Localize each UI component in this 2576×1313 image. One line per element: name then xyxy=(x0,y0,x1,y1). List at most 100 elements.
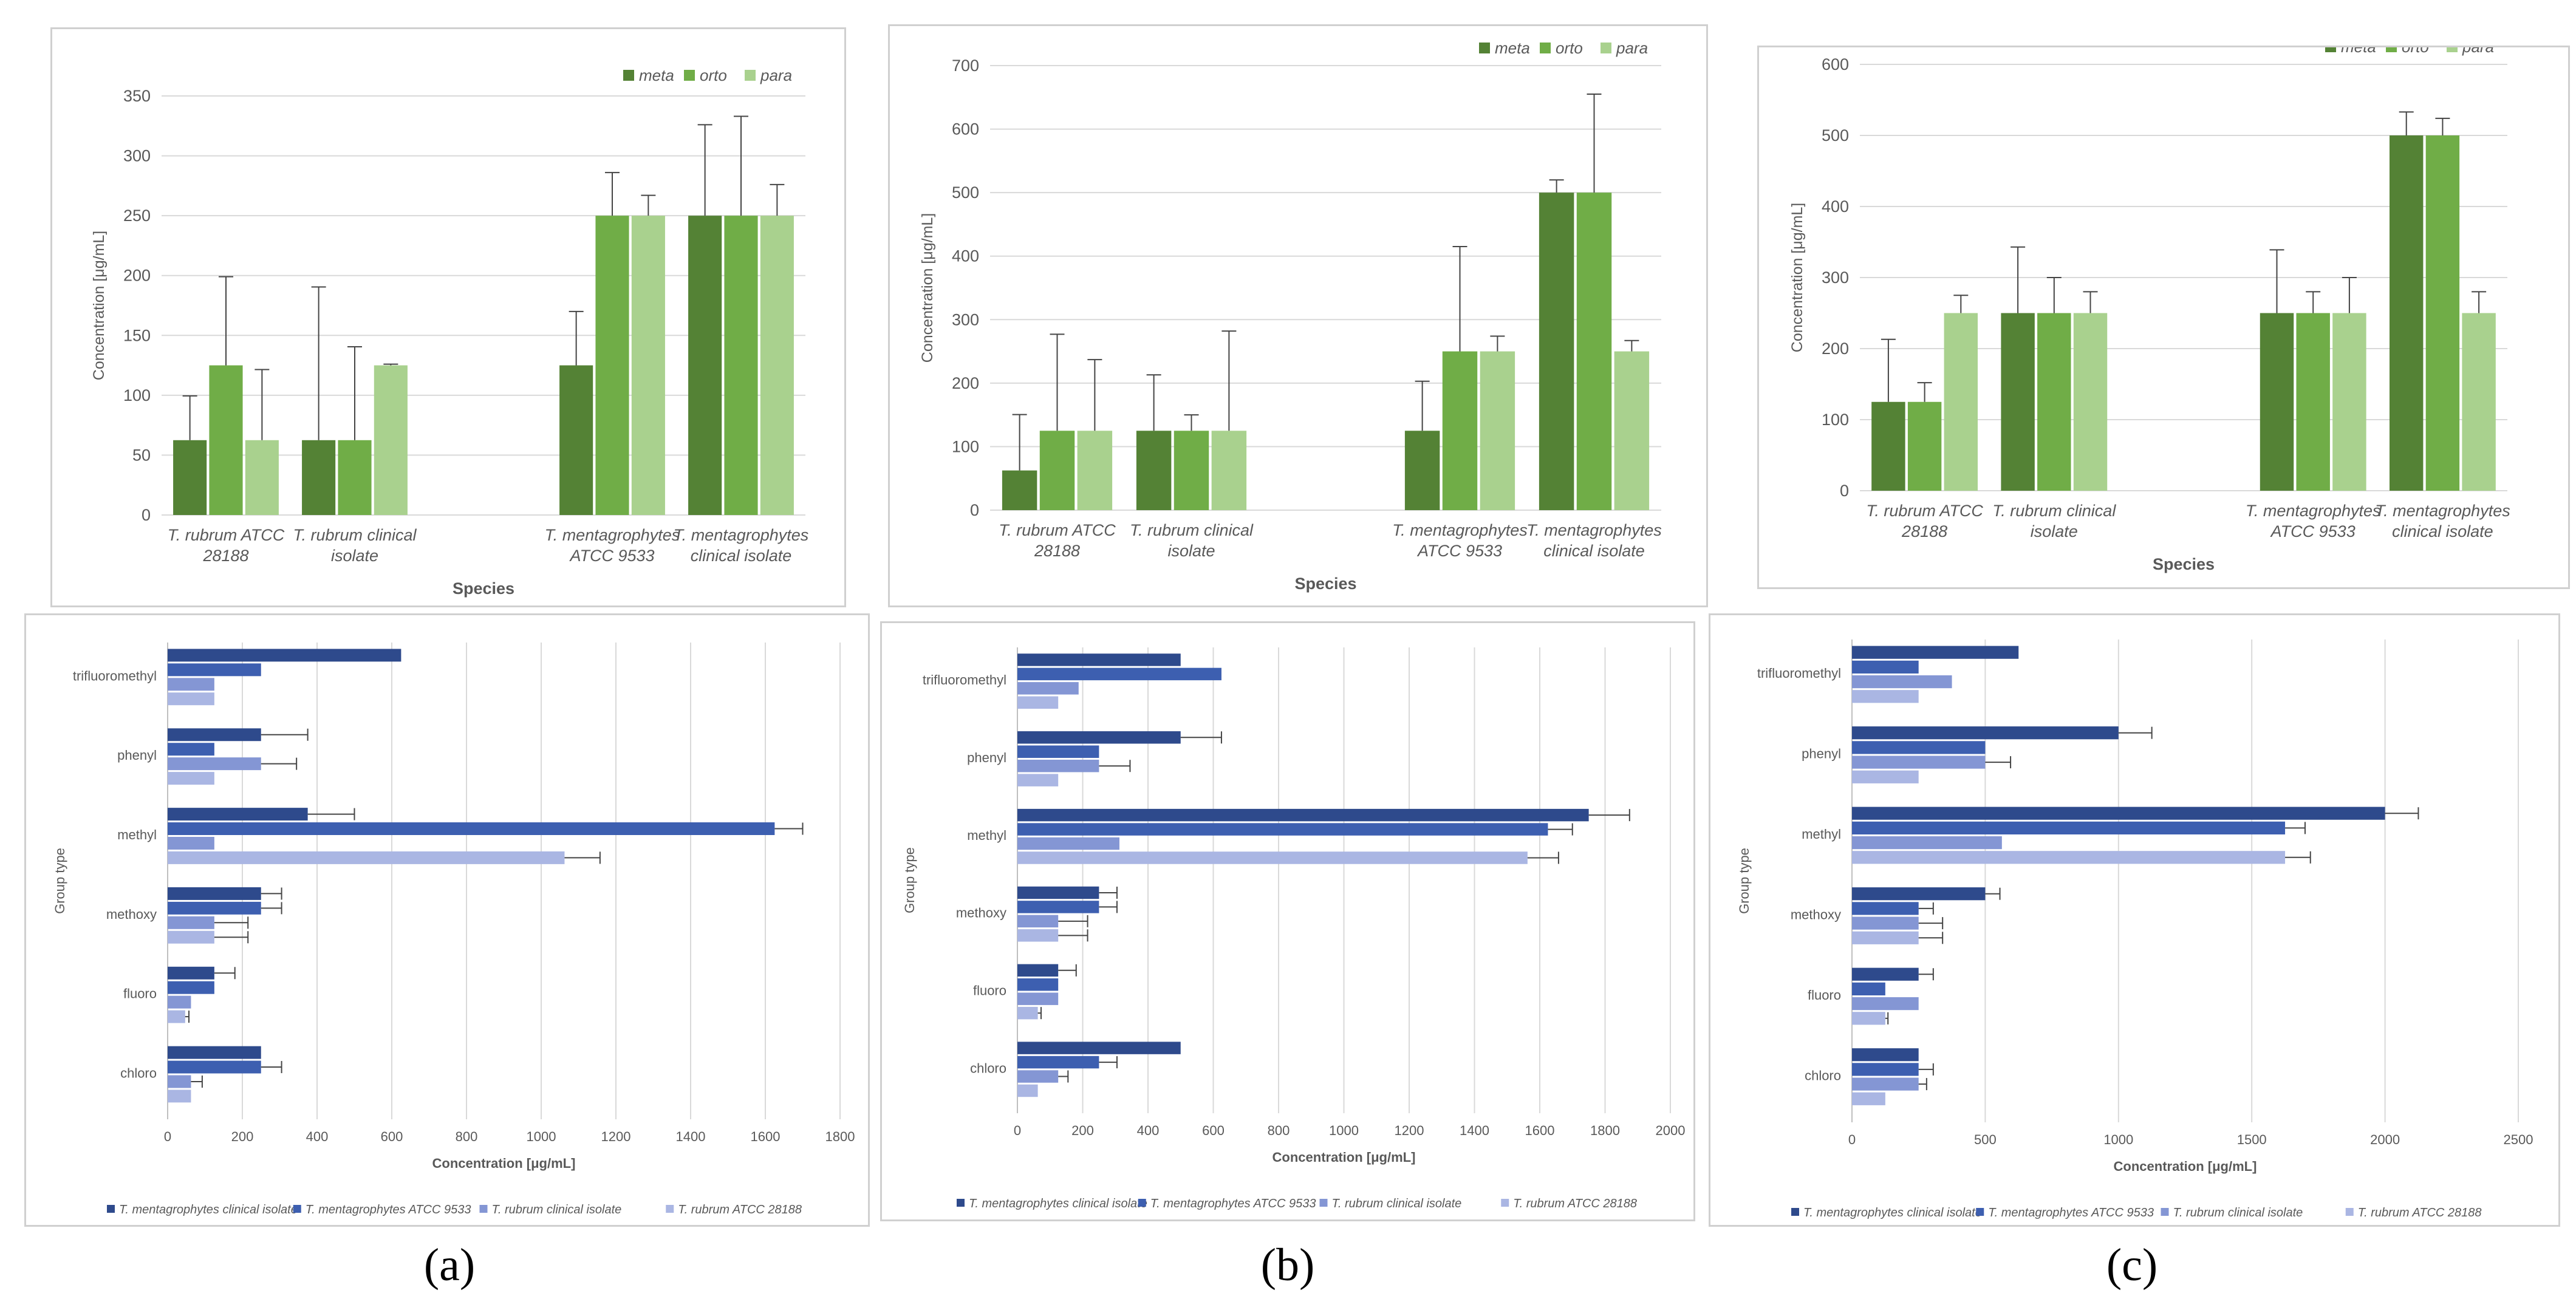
bar-orto xyxy=(1039,431,1075,510)
legend-swatch xyxy=(1791,1208,1799,1216)
x-tick-label: 400 xyxy=(1137,1123,1160,1138)
y-axis-title: Concentration [μg/mL] xyxy=(91,231,108,380)
y-category-label: trifluoromethyl xyxy=(1757,666,1841,681)
bar-meta xyxy=(302,440,336,515)
x-category-label: isolate xyxy=(331,547,378,565)
bar-meta xyxy=(1136,431,1172,510)
bar-series-3 xyxy=(1017,1084,1038,1097)
bar-orto xyxy=(2425,135,2460,491)
legend-swatch xyxy=(293,1205,301,1213)
panel-label-b: (b) xyxy=(1260,1240,1315,1291)
legend-label: T. rubrum ATCC 28188 xyxy=(1513,1197,1637,1210)
legend-label: T. rubrum clinical isolate xyxy=(492,1203,622,1216)
x-category-label: T. mentagrophytes xyxy=(674,526,809,544)
bar-para xyxy=(2332,313,2366,491)
chart-panel-c-bottom: 0 500 1000 1500 2000 2500 trifluoromethyl pheny… xyxy=(1709,613,2560,1227)
bar-series-1 xyxy=(168,1060,261,1074)
y-category-label: methoxy xyxy=(1791,907,1841,923)
y-tick-label: 100 xyxy=(1822,411,1849,429)
bar-series-2 xyxy=(1017,837,1119,850)
x-tick-label: 800 xyxy=(1268,1123,1290,1138)
bar-series-3 xyxy=(168,772,214,785)
legend-label: orto xyxy=(1556,39,1583,57)
bar-series-1 xyxy=(168,901,261,915)
bar-series-0 xyxy=(168,966,214,980)
x-category-label: 28188 xyxy=(202,547,248,565)
legend-label: T. rubrum ATCC 28188 xyxy=(678,1203,802,1216)
x-category-label: isolate xyxy=(2031,522,2078,541)
y-category-label: methoxy xyxy=(956,905,1006,921)
y-tick-label: 500 xyxy=(952,183,979,202)
bar-orto xyxy=(1576,193,1612,511)
x-tick-label: 0 xyxy=(164,1129,171,1144)
bar-series-0 xyxy=(1017,964,1059,977)
bar-orto xyxy=(724,216,758,515)
bar-series-0 xyxy=(1017,653,1181,666)
bar-series-2 xyxy=(1852,755,1986,769)
y-tick-label: 200 xyxy=(1822,339,1849,358)
bar-orto xyxy=(595,216,629,515)
y-tick-label: 600 xyxy=(1822,55,1849,73)
bar-series-1 xyxy=(1017,667,1221,681)
bar-series-3 xyxy=(1017,1006,1038,1020)
x-tick-label: 1200 xyxy=(601,1129,631,1144)
x-axis-title: Concentration [μg/mL] xyxy=(1273,1150,1416,1165)
x-tick-label: 600 xyxy=(1202,1123,1225,1138)
bar-series-1 xyxy=(1852,902,1919,915)
x-tick-label: 1000 xyxy=(527,1129,556,1144)
y-tick-label: 400 xyxy=(1822,197,1849,216)
x-tick-label: 0 xyxy=(1014,1123,1021,1138)
legend-swatch xyxy=(1319,1199,1328,1207)
bar-series-0 xyxy=(1852,726,2119,740)
y-category-label: phenyl xyxy=(117,748,157,763)
chart-a-bottom: 0 200 400 600 800 1000 1200 1400 1600 1800 trifluo… xyxy=(52,643,855,1216)
bar-meta xyxy=(2389,135,2424,491)
x-category-label: T. mentagrophytes xyxy=(2246,502,2381,520)
bar-series-1 xyxy=(1852,1063,1919,1076)
bar-series-1 xyxy=(1852,741,1986,754)
legend-label: orto xyxy=(2402,47,2429,56)
x-category-label: T. mentagrophytes xyxy=(2375,502,2510,520)
y-axis-title: Group type xyxy=(52,848,67,914)
bar-series-0 xyxy=(1852,1048,1919,1062)
x-axis-title: Concentration [μg/mL] xyxy=(432,1156,576,1171)
bar-series-2 xyxy=(168,678,214,691)
bar-series-2 xyxy=(1017,915,1059,928)
bar-series-3 xyxy=(1852,931,1919,944)
panel-label-a: (a) xyxy=(423,1240,476,1291)
bar-series-2 xyxy=(168,916,214,929)
x-tick-label: 200 xyxy=(1071,1123,1094,1138)
y-tick-label: 600 xyxy=(952,120,979,138)
x-tick-label: 0 xyxy=(1848,1132,1856,1147)
legend-label: T. mentagrophytes ATCC 9533 xyxy=(1150,1197,1316,1210)
bar-orto xyxy=(338,440,372,515)
bar-series-3 xyxy=(168,930,214,944)
chart-panel-a-bottom: 0 200 400 600 800 1000 1200 1400 1600 1800 trifluo… xyxy=(24,613,870,1227)
bar-series-0 xyxy=(1852,646,2019,659)
bar-series-2 xyxy=(1852,836,2002,850)
y-category-label: trifluoromethyl xyxy=(923,672,1006,687)
bar-para xyxy=(245,440,279,515)
y-category-label: fluoro xyxy=(123,986,157,1001)
bar-series-1 xyxy=(1852,660,1919,674)
legend-swatch xyxy=(107,1205,115,1213)
y-category-label: methyl xyxy=(1802,827,1841,842)
y-tick-label: 500 xyxy=(1822,126,1849,145)
y-tick-label: 50 xyxy=(132,446,151,464)
legend-swatch xyxy=(2345,1208,2354,1216)
x-tick-label: 600 xyxy=(381,1129,403,1144)
x-category-label: T. rubrum ATCC xyxy=(1866,502,1983,520)
legend-label: T. mentagrophytes clinical isolate xyxy=(1803,1206,1982,1219)
y-category-label: methoxy xyxy=(106,907,157,922)
chart-panel-a-top: 0 50 100 150 200 250 300 350 T. rubrum ATCC 28188… xyxy=(50,27,846,607)
bar-meta xyxy=(1871,401,1905,491)
bar-series-2 xyxy=(168,1075,191,1088)
legend-label: para xyxy=(2462,47,2494,56)
legend-label: T. rubrum ATCC 28188 xyxy=(2358,1206,2482,1219)
y-axis-title: Group type xyxy=(902,847,917,913)
y-category-label: chloro xyxy=(120,1066,157,1081)
bar-para xyxy=(2073,313,2108,491)
bar-series-2 xyxy=(168,995,191,1009)
legend-swatch xyxy=(745,70,756,81)
bar-series-2 xyxy=(1017,1070,1059,1083)
